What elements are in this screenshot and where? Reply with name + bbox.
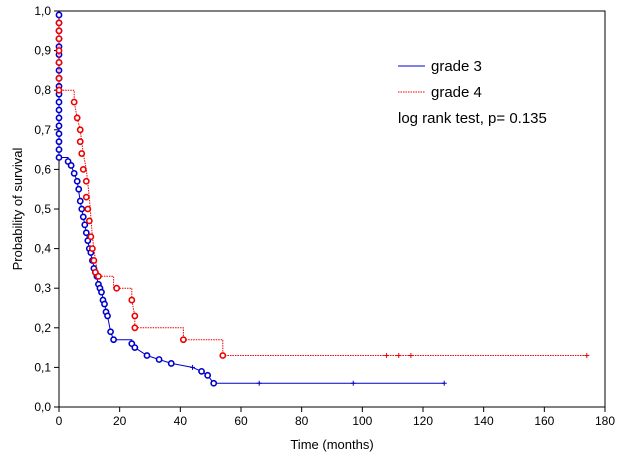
event-marker <box>55 19 63 27</box>
event-marker <box>82 177 90 185</box>
y-tick-label: 0,4 <box>34 242 51 256</box>
series-grade-4 <box>55 18 590 359</box>
event-marker <box>87 233 95 241</box>
x-tick-label: 120 <box>413 414 433 428</box>
legend-entry-grade-3: grade 3 <box>431 58 482 75</box>
event-marker <box>107 328 114 336</box>
x-tick-label: 0 <box>56 414 63 428</box>
event-marker <box>55 154 63 161</box>
event-marker <box>73 114 81 122</box>
event-marker <box>82 229 90 237</box>
y-tick-label: 0,9 <box>34 44 51 58</box>
event-marker <box>128 296 136 304</box>
event-marker <box>88 245 96 252</box>
event-marker <box>76 126 84 134</box>
x-tick-label: 140 <box>474 414 494 428</box>
event-marker <box>55 130 63 138</box>
event-marker <box>98 288 105 296</box>
event-marker <box>110 336 117 344</box>
event-marker <box>81 221 89 229</box>
y-tick-label: 0,7 <box>34 123 51 137</box>
event-marker <box>79 165 87 173</box>
event-marker <box>155 356 163 363</box>
series-layer <box>55 11 590 387</box>
y-tick-label: 1,0 <box>34 4 51 18</box>
event-marker <box>167 360 175 367</box>
event-marker <box>90 257 98 264</box>
event-marker <box>79 213 87 221</box>
event-marker <box>67 162 75 169</box>
event-marker <box>76 197 84 205</box>
event-marker <box>55 27 63 35</box>
event-marker <box>78 150 86 157</box>
event-marker <box>78 205 86 213</box>
event-marker <box>210 379 218 387</box>
y-tick-label: 0,8 <box>34 83 51 97</box>
x-axis-title: Time (months) <box>290 437 373 452</box>
event-marker <box>219 352 227 359</box>
y-tick-label: 0,5 <box>34 202 51 216</box>
y-tick-label: 0,2 <box>34 321 51 335</box>
event-marker <box>70 169 78 177</box>
y-tick-label: 0,6 <box>34 162 51 176</box>
event-marker <box>70 98 78 106</box>
y-tick-label: 0,1 <box>34 360 51 374</box>
plot-border <box>58 10 606 408</box>
event-marker <box>55 106 63 114</box>
log-rank-annotation: log rank test, p= 0.135 <box>398 110 547 127</box>
event-marker <box>55 86 63 94</box>
event-marker <box>55 98 63 106</box>
axis-ticks: 0 20 40 60 80 100 120 140 160 180 0,0 0,1 0,2 0,3 0,4 0… <box>34 4 615 428</box>
event-marker <box>73 177 81 185</box>
event-marker <box>84 205 92 213</box>
event-marker <box>143 352 151 359</box>
x-tick-label: 160 <box>534 414 554 428</box>
x-tick-label: 20 <box>113 414 127 428</box>
series-grade-3 <box>55 11 447 387</box>
x-tick-label: 180 <box>595 414 615 428</box>
event-marker <box>179 336 187 344</box>
event-marker <box>55 146 63 153</box>
event-marker <box>55 47 63 54</box>
event-marker <box>55 35 63 43</box>
event-marker <box>85 217 93 225</box>
event-marker <box>204 371 212 379</box>
event-marker <box>55 122 63 130</box>
event-marker <box>95 272 102 280</box>
event-marker <box>131 344 139 351</box>
x-tick-label: 60 <box>234 414 248 428</box>
event-marker <box>131 312 139 320</box>
event-marker <box>198 367 205 375</box>
event-marker <box>82 193 90 201</box>
event-marker <box>104 312 111 320</box>
y-tick-label: 0,3 <box>34 281 51 295</box>
event-marker <box>55 59 63 66</box>
y-axis-title: Probability of survival <box>10 147 25 270</box>
event-marker <box>113 284 121 292</box>
event-marker <box>101 300 108 308</box>
event-marker <box>55 114 63 122</box>
event-marker <box>55 74 63 82</box>
legend-entry-grade-4: grade 4 <box>431 84 482 101</box>
x-tick-label: 80 <box>295 414 309 428</box>
survival-line <box>58 15 445 384</box>
x-tick-label: 40 <box>174 414 188 428</box>
x-tick-label: 100 <box>352 414 372 428</box>
event-marker <box>55 138 63 146</box>
event-marker <box>76 138 84 146</box>
y-tick-label: 0,0 <box>34 400 51 414</box>
event-marker <box>131 324 139 332</box>
survival-line <box>58 18 587 356</box>
legend: grade 3 grade 4 log rank test, p= 0.135 <box>398 58 547 127</box>
event-marker <box>75 185 83 193</box>
event-marker <box>55 11 63 19</box>
plot-frame <box>58 10 606 408</box>
